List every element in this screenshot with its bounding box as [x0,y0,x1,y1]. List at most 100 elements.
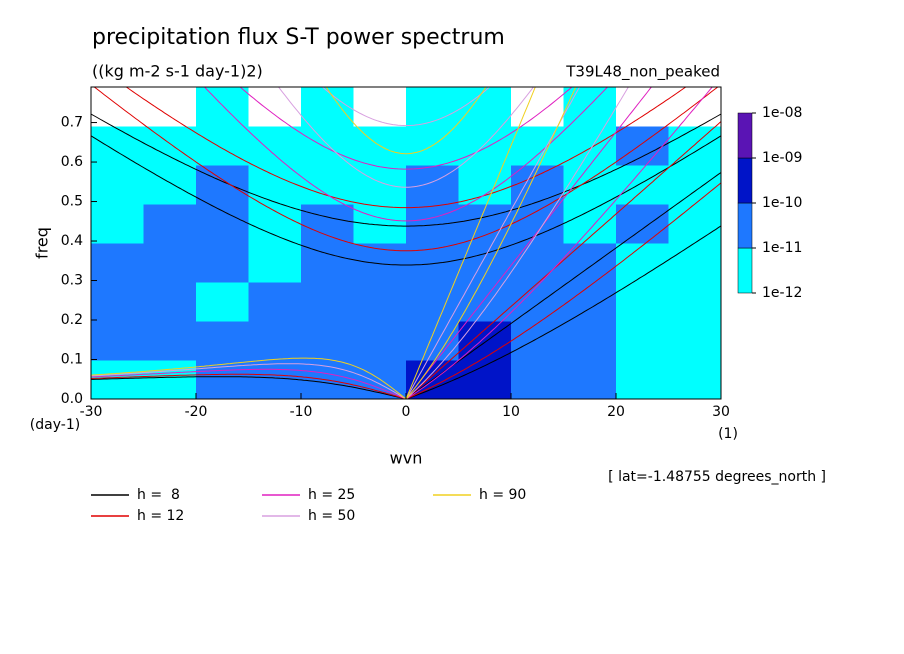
dispersion-curve [405,87,713,399]
dispersion-curve [91,363,407,399]
cell [616,360,669,399]
dispersion-curve [405,225,721,399]
cell [563,243,617,283]
cell [248,87,302,127]
cell [196,126,249,166]
cell [196,165,249,205]
cell [91,87,144,127]
cell [301,126,354,166]
cell [353,165,407,205]
dispersion-curve [405,87,577,399]
dispersion-curve [325,87,487,155]
cell [616,321,669,361]
cell [91,126,144,166]
cell [511,282,564,322]
y-tick-label: 0.2 [61,312,83,328]
annotation: [ lat=-1.48755 degrees_north ] [608,469,826,485]
cell [91,282,144,322]
cell [563,282,617,322]
dispersion-curve [405,87,629,399]
cell [668,165,721,205]
cell [91,204,144,244]
cell [143,126,197,166]
dispersion-curve [91,357,407,399]
x-tick-label: 20 [607,404,625,420]
colorbar-label: 1e-10 [762,195,802,211]
cell [458,126,512,166]
cell [406,321,459,361]
x-tick-label: -20 [185,404,208,420]
legend-label: h = 50 [308,508,355,524]
colorbar-label: 1e-08 [762,105,802,121]
cell [511,204,564,244]
cell [458,204,512,244]
cell [616,282,669,322]
y-tick-label: 0.6 [61,154,83,170]
cell [301,87,354,127]
cell [458,165,512,205]
cell [668,282,721,322]
x-axis-label: wvn [390,449,423,468]
cell [511,321,564,361]
cell [616,126,669,166]
cell [301,243,354,283]
cell [143,87,197,127]
x-tick-label: -10 [290,404,313,420]
colorbar-box [737,157,753,204]
cell [196,87,249,127]
cell [406,204,459,244]
cell [143,282,197,322]
x-units: (1) [718,426,738,442]
cell [301,204,354,244]
y-axis-label: freq [33,227,52,259]
dispersion-curve [321,87,491,127]
chart-title: precipitation flux S-T power spectrum [92,25,505,50]
dispersion-curve [91,113,721,227]
cell [563,126,617,166]
cell [563,360,617,399]
dispersion-curve [405,87,653,399]
dispersion-curve [91,376,407,399]
subtitle: ((kg m-2 s-1 day-1)2) [92,62,263,81]
cell [668,126,721,166]
cell [458,282,512,322]
dispersion-curve [239,87,573,170]
cell [143,243,197,283]
cell [143,360,197,399]
cell [143,204,197,244]
dispersion-curve [405,172,721,399]
y-tick-label: 0.1 [61,352,83,368]
colorbar-box [737,112,753,159]
colorbar-label: 1e-09 [762,150,802,166]
cell [248,126,302,166]
cell [196,321,249,361]
cell [301,282,354,322]
cell [248,243,302,283]
cell [248,282,302,322]
y-tick-label: 0.4 [61,233,83,249]
dispersion-curve [405,87,536,399]
cell [511,360,564,399]
cell [143,321,197,361]
cell [353,243,407,283]
colorbar-label: 1e-12 [762,285,802,301]
dataset: T39L48_non_peaked [565,63,720,82]
cell [91,243,144,283]
cell [511,126,564,166]
cell [511,87,564,127]
y-tick-label: 0.7 [61,115,83,131]
legend-label: h = 90 [479,487,526,503]
dispersion-curve [405,121,721,399]
cell [406,282,459,322]
cell [668,204,721,244]
dispersion-curve [405,87,581,399]
cell [196,243,249,283]
cell [668,243,721,283]
x-tick-label: 30 [712,404,730,420]
y-units: (day-1) [30,417,80,433]
cell [511,243,564,283]
cell [353,282,407,322]
cell [458,321,512,361]
curves [91,87,721,399]
